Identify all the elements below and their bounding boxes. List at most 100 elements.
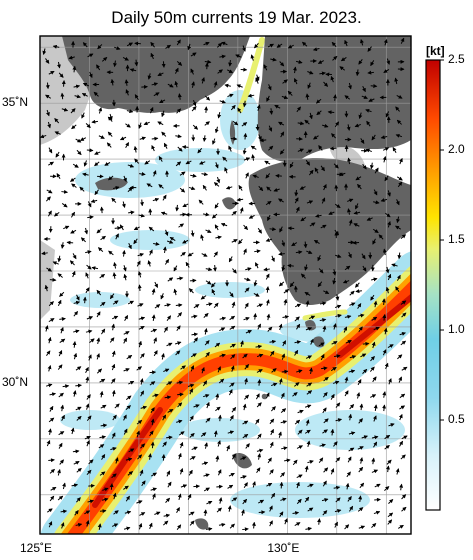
current-arrow — [284, 518, 288, 525]
current-arrow — [128, 380, 135, 385]
current-arrow — [167, 408, 174, 413]
current-arrow — [203, 393, 210, 398]
current-arrow — [297, 409, 304, 414]
current-arrow — [177, 392, 184, 397]
current-arrow — [305, 327, 313, 331]
current-arrow — [202, 135, 207, 142]
current-arrow — [188, 288, 194, 294]
current-arrow — [369, 162, 374, 170]
current-arrow — [97, 523, 102, 530]
current-arrow — [203, 328, 208, 335]
current-arrow — [160, 293, 165, 300]
current-arrow — [139, 353, 145, 359]
current-arrow — [72, 163, 79, 168]
current-arrow — [96, 353, 100, 360]
current-arrow — [253, 312, 258, 320]
current-arrow — [42, 48, 47, 55]
current-arrow — [294, 340, 302, 345]
current-arrow — [226, 69, 234, 74]
current-arrow — [52, 261, 59, 265]
current-arrow — [317, 281, 323, 288]
current-arrow — [115, 233, 119, 240]
current-arrow — [297, 429, 303, 435]
current-arrow — [200, 432, 207, 437]
current-arrow — [345, 340, 352, 344]
current-arrow — [48, 318, 55, 323]
amami-island — [232, 453, 252, 469]
current-arrow — [352, 240, 360, 245]
current-arrow — [215, 455, 220, 462]
current-arrow — [359, 403, 364, 411]
current-arrow — [343, 326, 348, 333]
current-arrow — [330, 75, 335, 83]
current-arrow — [190, 52, 197, 57]
current-arrow — [191, 332, 199, 337]
current-arrow — [229, 291, 234, 298]
current-arrow — [153, 350, 158, 357]
current-arrow — [163, 513, 171, 518]
current-arrow — [257, 453, 262, 460]
current-arrow — [247, 93, 255, 98]
current-arrow — [150, 41, 155, 48]
current-arrow — [228, 60, 233, 67]
current-arrow — [269, 418, 275, 425]
current-arrow — [385, 111, 390, 118]
current-arrow — [101, 497, 109, 502]
current-arrow — [144, 160, 151, 165]
current-arrow — [56, 172, 61, 180]
current-arrow — [388, 499, 394, 505]
current-arrow — [187, 43, 192, 51]
current-arrow — [354, 123, 361, 128]
current-arrow — [111, 363, 116, 371]
current-arrow — [344, 95, 351, 100]
current-arrow — [189, 456, 196, 460]
current-arrow — [400, 37, 405, 44]
current-arrow — [332, 269, 337, 276]
current-arrow — [166, 342, 173, 347]
current-arrow — [162, 414, 167, 421]
current-arrow — [371, 469, 379, 474]
current-arrow — [139, 172, 146, 176]
current-arrow — [278, 323, 283, 331]
current-arrow — [360, 38, 364, 46]
current-arrow — [357, 446, 364, 450]
current-arrow — [294, 419, 301, 425]
current-arrow — [123, 485, 129, 490]
current-arrow — [177, 452, 182, 460]
current-arrow — [319, 318, 327, 322]
current-arrow — [332, 55, 338, 61]
current-arrow — [176, 276, 184, 281]
current-arrow — [83, 160, 88, 167]
current-arrow — [304, 291, 311, 296]
current-arrow — [113, 510, 119, 515]
current-arrow — [167, 277, 174, 282]
current-arrow — [299, 185, 306, 190]
current-arrow — [46, 109, 50, 117]
current-arrow — [333, 441, 338, 447]
current-arrow — [149, 107, 154, 114]
current-arrow — [294, 382, 300, 387]
current-arrow — [228, 472, 235, 477]
current-arrow — [174, 80, 179, 88]
current-arrow — [55, 151, 60, 158]
current-arrow — [334, 304, 342, 309]
current-arrow — [200, 234, 205, 241]
current-arrow — [199, 160, 206, 165]
lon-tick-label: 125˚E — [20, 541, 53, 555]
current-arrow — [344, 265, 351, 271]
current-arrow — [164, 303, 171, 308]
current-arrow — [84, 227, 89, 235]
current-arrow — [320, 353, 325, 361]
current-arrow — [359, 482, 365, 489]
current-arrow — [297, 121, 305, 126]
current-arrow — [266, 95, 270, 102]
current-arrow — [256, 303, 264, 308]
current-arrow — [221, 41, 228, 46]
current-arrow — [335, 294, 340, 301]
current-arrow — [205, 417, 211, 423]
current-arrow — [243, 482, 248, 488]
current-arrow — [141, 480, 146, 487]
current-arrow — [305, 355, 313, 360]
current-arrow — [296, 481, 300, 489]
current-arrow — [306, 250, 313, 254]
